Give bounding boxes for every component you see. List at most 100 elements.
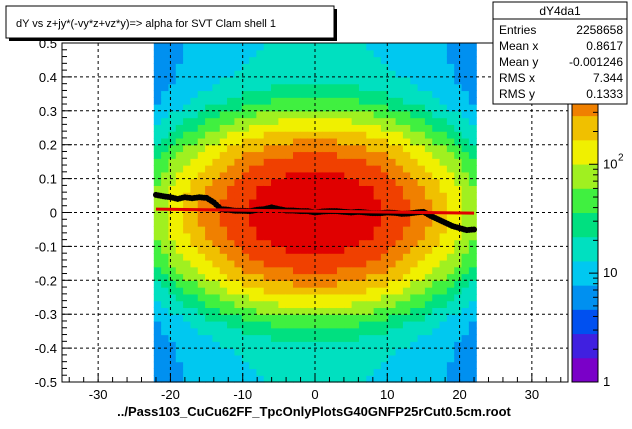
heatmap-cell (388, 76, 397, 85)
heatmap-cell (241, 144, 250, 153)
heatmap-cell (190, 293, 199, 302)
heatmap-cell (373, 104, 382, 112)
heatmap-cell (402, 63, 411, 71)
heatmap-cell (417, 117, 426, 125)
heatmap-cell (336, 165, 345, 173)
heatmap-cell (454, 314, 463, 322)
heatmap-cell (373, 144, 382, 153)
heatmap-cell (241, 293, 250, 302)
heatmap-cell (205, 104, 214, 112)
heatmap-cell (454, 104, 463, 112)
y-tick-label: -0.3 (35, 307, 57, 322)
heatmap-cell (205, 110, 214, 119)
heatmap-cell (190, 165, 199, 173)
heatmap-cell (373, 97, 382, 105)
heatmap-cell (249, 151, 257, 159)
heatmap-cell (322, 259, 331, 268)
heatmap-cell (322, 110, 331, 119)
heatmap-cell (461, 287, 470, 295)
heatmap-cell (373, 232, 382, 241)
heatmap-cell (446, 307, 455, 315)
heatmap-cell (432, 49, 441, 58)
heatmap-cell (424, 205, 433, 214)
heatmap-cell (278, 226, 287, 234)
heatmap-cell (212, 56, 221, 64)
heatmap-cell (461, 158, 470, 166)
heatmap-cell (285, 327, 294, 336)
heatmap-cell (351, 293, 360, 302)
heatmap-cell (285, 232, 294, 241)
heatmap-cell (366, 131, 375, 139)
heatmap-cell (197, 124, 206, 132)
heatmap-cell (402, 76, 411, 85)
heatmap-cell (351, 124, 360, 132)
heatmap-cell (190, 83, 199, 92)
heatmap-cell (197, 266, 206, 275)
heatmap-cell (315, 300, 323, 309)
heatmap-cell (395, 158, 404, 166)
heatmap-cell (373, 76, 382, 85)
heatmap-cell (234, 144, 243, 153)
heatmap-cell (388, 334, 397, 342)
heatmap-cell (322, 56, 331, 64)
heatmap-cell (402, 131, 411, 139)
heatmap-cell (212, 83, 221, 92)
heatmap-cell (366, 334, 375, 342)
heatmap-cell (234, 70, 243, 78)
heatmap-cell (153, 171, 162, 180)
heatmap-cell (373, 293, 382, 302)
heatmap-cell (315, 49, 323, 58)
heatmap-cell (322, 226, 331, 234)
heatmap-cell (293, 273, 301, 281)
heatmap-cell (351, 158, 360, 166)
heatmap-cell (183, 341, 192, 349)
chart-title: dY vs z+jy*(-vy*z+vz*y)=> alpha for SVT … (16, 18, 276, 30)
heatmap-cell (219, 76, 228, 85)
heatmap-cell (197, 300, 206, 309)
heatmap-cell (197, 246, 206, 254)
heatmap-cell (241, 185, 250, 193)
heatmap-cell (402, 137, 411, 146)
heatmap-cell (395, 83, 404, 92)
heatmap-cell (271, 334, 279, 342)
heatmap-cell (249, 56, 257, 64)
heatmap-cell (212, 226, 221, 234)
heatmap-cell (278, 253, 287, 261)
heatmap-cell (168, 76, 177, 85)
heatmap-cell (454, 212, 463, 220)
heatmap-cell (468, 368, 477, 376)
heatmap-cell (336, 273, 345, 281)
heatmap-cell (227, 124, 236, 132)
heatmap-cell (256, 226, 265, 234)
heatmap-cell (263, 97, 272, 105)
heatmap-cell (461, 117, 470, 125)
heatmap-cell (322, 117, 331, 125)
heatmap-cell (190, 117, 199, 125)
heatmap-cell (219, 117, 228, 125)
heatmap-cell (461, 293, 470, 302)
heatmap-cell (329, 151, 338, 159)
heatmap-cell (461, 375, 470, 383)
heatmap-cell (234, 171, 243, 180)
heatmap-cell (461, 124, 470, 132)
heatmap-cell (153, 124, 162, 132)
heatmap-cell (256, 90, 265, 98)
heatmap-cell (263, 259, 272, 268)
heatmap-cell (271, 70, 279, 78)
heatmap-cell (344, 314, 353, 322)
heatmap-cell (271, 307, 279, 315)
heatmap-cell (219, 165, 228, 173)
palette-label-100-base: 10 (603, 156, 617, 171)
heatmap-cell (380, 354, 389, 363)
stats-value-rms-y: 0.1333 (586, 87, 623, 101)
heatmap-cell (293, 300, 301, 309)
heatmap-cell (395, 375, 404, 383)
heatmap-cell (190, 171, 199, 180)
heatmap-cell (380, 137, 389, 146)
heatmap-cell (402, 266, 411, 275)
heatmap-cell (227, 83, 236, 92)
heatmap-cell (271, 239, 279, 247)
heatmap-cell (190, 131, 199, 139)
heatmap-cell (439, 144, 448, 153)
heatmap-cell (161, 137, 170, 146)
